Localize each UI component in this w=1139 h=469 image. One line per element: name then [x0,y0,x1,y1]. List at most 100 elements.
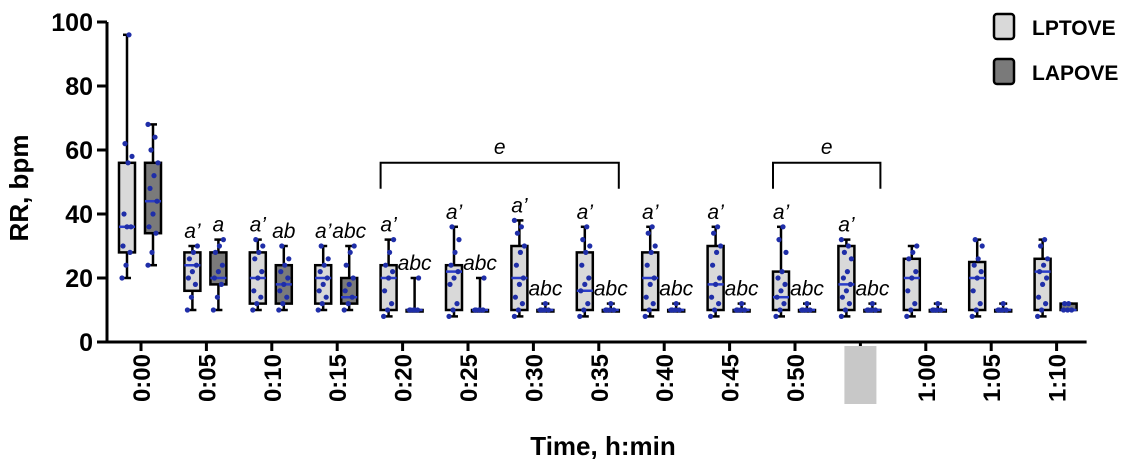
data-point [382,288,388,294]
data-point [669,307,675,313]
data-point [349,294,355,300]
y-tick-label: 20 [65,265,93,293]
data-point [347,249,353,255]
data-point [838,237,845,243]
data-point [149,249,155,255]
data-point [481,275,487,281]
data-point [715,224,721,230]
data-point [804,301,810,307]
data-point [914,243,920,249]
box-lptove [640,225,660,318]
data-point [346,281,352,287]
significance-label: a’ [250,214,267,237]
data-point [841,249,848,255]
data-point [513,262,520,268]
data-point [912,301,918,307]
y-tick-label: 80 [65,73,93,101]
data-point [319,301,325,307]
data-point [1044,275,1050,281]
data-point [905,288,911,294]
significance-label: a’ [315,220,332,243]
data-point [276,307,282,313]
data-point [281,281,287,287]
data-point [776,237,782,243]
data-point [646,307,652,313]
x-tick-label: 0:00 [129,354,156,402]
data-point [517,249,524,255]
data-point [278,269,284,275]
data-point [872,307,879,313]
data-point [577,313,583,319]
significance-label: a’ [380,214,397,237]
data-point [777,307,783,313]
data-point [190,249,196,255]
significance-bracket: e [379,136,620,189]
data-point [908,307,914,313]
data-point [906,256,912,262]
significance-label: a’ [838,214,855,237]
data-point [718,243,724,249]
data-point [783,249,789,255]
data-point [1043,301,1049,307]
x-tick-label: 0:05 [194,354,221,402]
data-point [286,256,292,262]
data-point [254,301,260,307]
data-point [512,294,519,300]
data-point [1066,301,1072,307]
data-point [807,307,813,313]
data-point [584,224,590,230]
data-point [455,269,461,275]
data-point [185,275,191,281]
data-point [514,230,521,236]
data-point [521,243,528,249]
x-tick-label: 0:35 [587,354,614,402]
data-point [146,224,152,230]
x-axis-label: Time, h:min [530,431,675,461]
data-point [325,256,331,262]
data-point [317,269,323,275]
box-lapove [470,276,490,313]
box-lapove [405,276,424,313]
bracket-line [379,161,620,189]
data-point [586,275,592,281]
data-point [219,262,225,268]
data-point [1042,237,1048,243]
data-point [125,160,131,166]
data-point [451,275,457,281]
significance-label: a’ [446,201,463,224]
data-point [389,301,395,307]
data-point [150,211,156,217]
box-lptove [706,225,725,318]
data-point [215,269,221,275]
data-point [193,262,199,268]
data-point [717,275,723,281]
data-point [542,301,549,307]
box-body [640,251,660,312]
data-point [979,243,985,249]
data-point [938,307,944,313]
data-point [1061,307,1067,313]
data-point [323,294,329,300]
data-point [121,211,127,217]
data-point [782,281,788,287]
data-point [583,249,589,255]
data-point [155,160,161,166]
data-point [128,224,134,230]
data-point [124,224,130,230]
legend-item-lapove: LAPOVE [992,57,1118,86]
legend: LPTOVE LAPOVE [992,12,1118,86]
data-point [578,288,584,294]
data-point [676,307,682,313]
significance-label: a’ [773,201,790,224]
data-point [518,224,525,230]
data-point [1062,301,1068,307]
data-point [973,307,979,313]
data-point [644,262,650,268]
data-point [391,237,397,243]
data-point [255,275,261,281]
data-point [148,147,154,153]
data-point [711,230,717,236]
data-point [716,301,722,307]
data-point [869,301,876,307]
data-point [708,313,714,319]
